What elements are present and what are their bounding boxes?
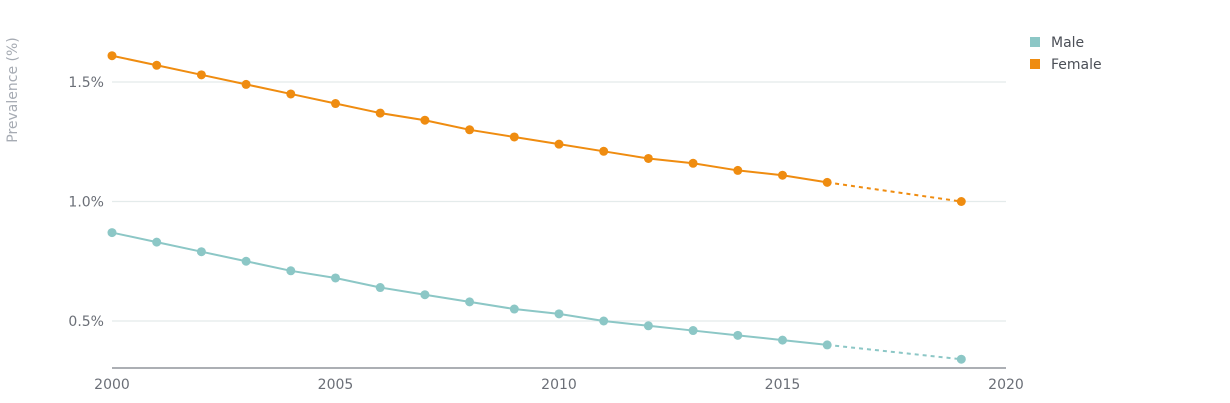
series-male (107, 228, 966, 364)
data-point[interactable] (643, 153, 653, 163)
data-point[interactable] (331, 99, 340, 109)
x-tick-label: 2015 (765, 377, 801, 393)
y-tick-label: 1.5% (68, 75, 104, 91)
y-axis-title: Prevalence (%) (5, 37, 21, 143)
y-tick-label: 1.0% (68, 195, 104, 211)
legend-label: Male (1051, 35, 1084, 51)
data-point[interactable] (509, 132, 519, 142)
data-point[interactable] (375, 108, 385, 118)
legend-item-male[interactable]: Male (1030, 35, 1084, 51)
data-point[interactable] (375, 283, 385, 293)
series-line (111, 231, 828, 346)
data-point[interactable] (196, 70, 206, 80)
data-point[interactable] (956, 354, 966, 364)
series-projection-line (827, 343, 962, 361)
x-tick-label: 2005 (318, 377, 354, 393)
y-tick-label: 0.5% (68, 314, 104, 330)
data-point[interactable] (778, 170, 787, 180)
series-line (111, 54, 828, 184)
data-point[interactable] (822, 177, 832, 187)
data-point[interactable] (822, 340, 832, 350)
legend-item-female[interactable]: Female (1030, 57, 1102, 73)
data-point[interactable] (286, 266, 296, 276)
data-point[interactable] (286, 89, 296, 99)
legend-label: Female (1051, 57, 1102, 73)
x-tick-label: 2020 (988, 377, 1024, 393)
data-point[interactable] (196, 247, 206, 257)
data-point[interactable] (241, 256, 251, 266)
data-point[interactable] (152, 60, 162, 70)
data-point[interactable] (733, 330, 743, 340)
data-point[interactable] (331, 273, 340, 283)
data-point[interactable] (599, 146, 609, 156)
data-point[interactable] (420, 290, 430, 300)
data-point[interactable] (241, 79, 251, 89)
data-point[interactable] (107, 51, 117, 61)
data-point[interactable] (465, 125, 475, 135)
legend: Male Female (1030, 35, 1102, 73)
data-point[interactable] (509, 304, 519, 314)
legend-swatch (1030, 37, 1040, 47)
data-point[interactable] (465, 297, 475, 307)
data-point[interactable] (733, 165, 743, 175)
axes: 2000 2005 2010 2015 2020 (94, 367, 1024, 393)
data-point[interactable] (599, 316, 609, 326)
data-point[interactable] (554, 139, 564, 149)
grid: 0.5% 1.0% 1.5% (68, 75, 1006, 330)
data-point[interactable] (688, 158, 698, 168)
series-female (107, 51, 966, 206)
data-point[interactable] (107, 228, 117, 238)
data-point[interactable] (688, 326, 698, 336)
data-point[interactable] (778, 335, 787, 345)
data-point[interactable] (643, 321, 653, 331)
legend-swatch (1030, 59, 1040, 69)
series (107, 51, 966, 364)
series-projection-line (827, 181, 962, 203)
x-tick-label: 2000 (94, 377, 130, 393)
data-point[interactable] (420, 115, 430, 125)
data-point[interactable] (956, 197, 966, 206)
x-tick-label: 2010 (541, 377, 577, 393)
data-point[interactable] (554, 309, 564, 319)
data-point[interactable] (152, 237, 162, 247)
